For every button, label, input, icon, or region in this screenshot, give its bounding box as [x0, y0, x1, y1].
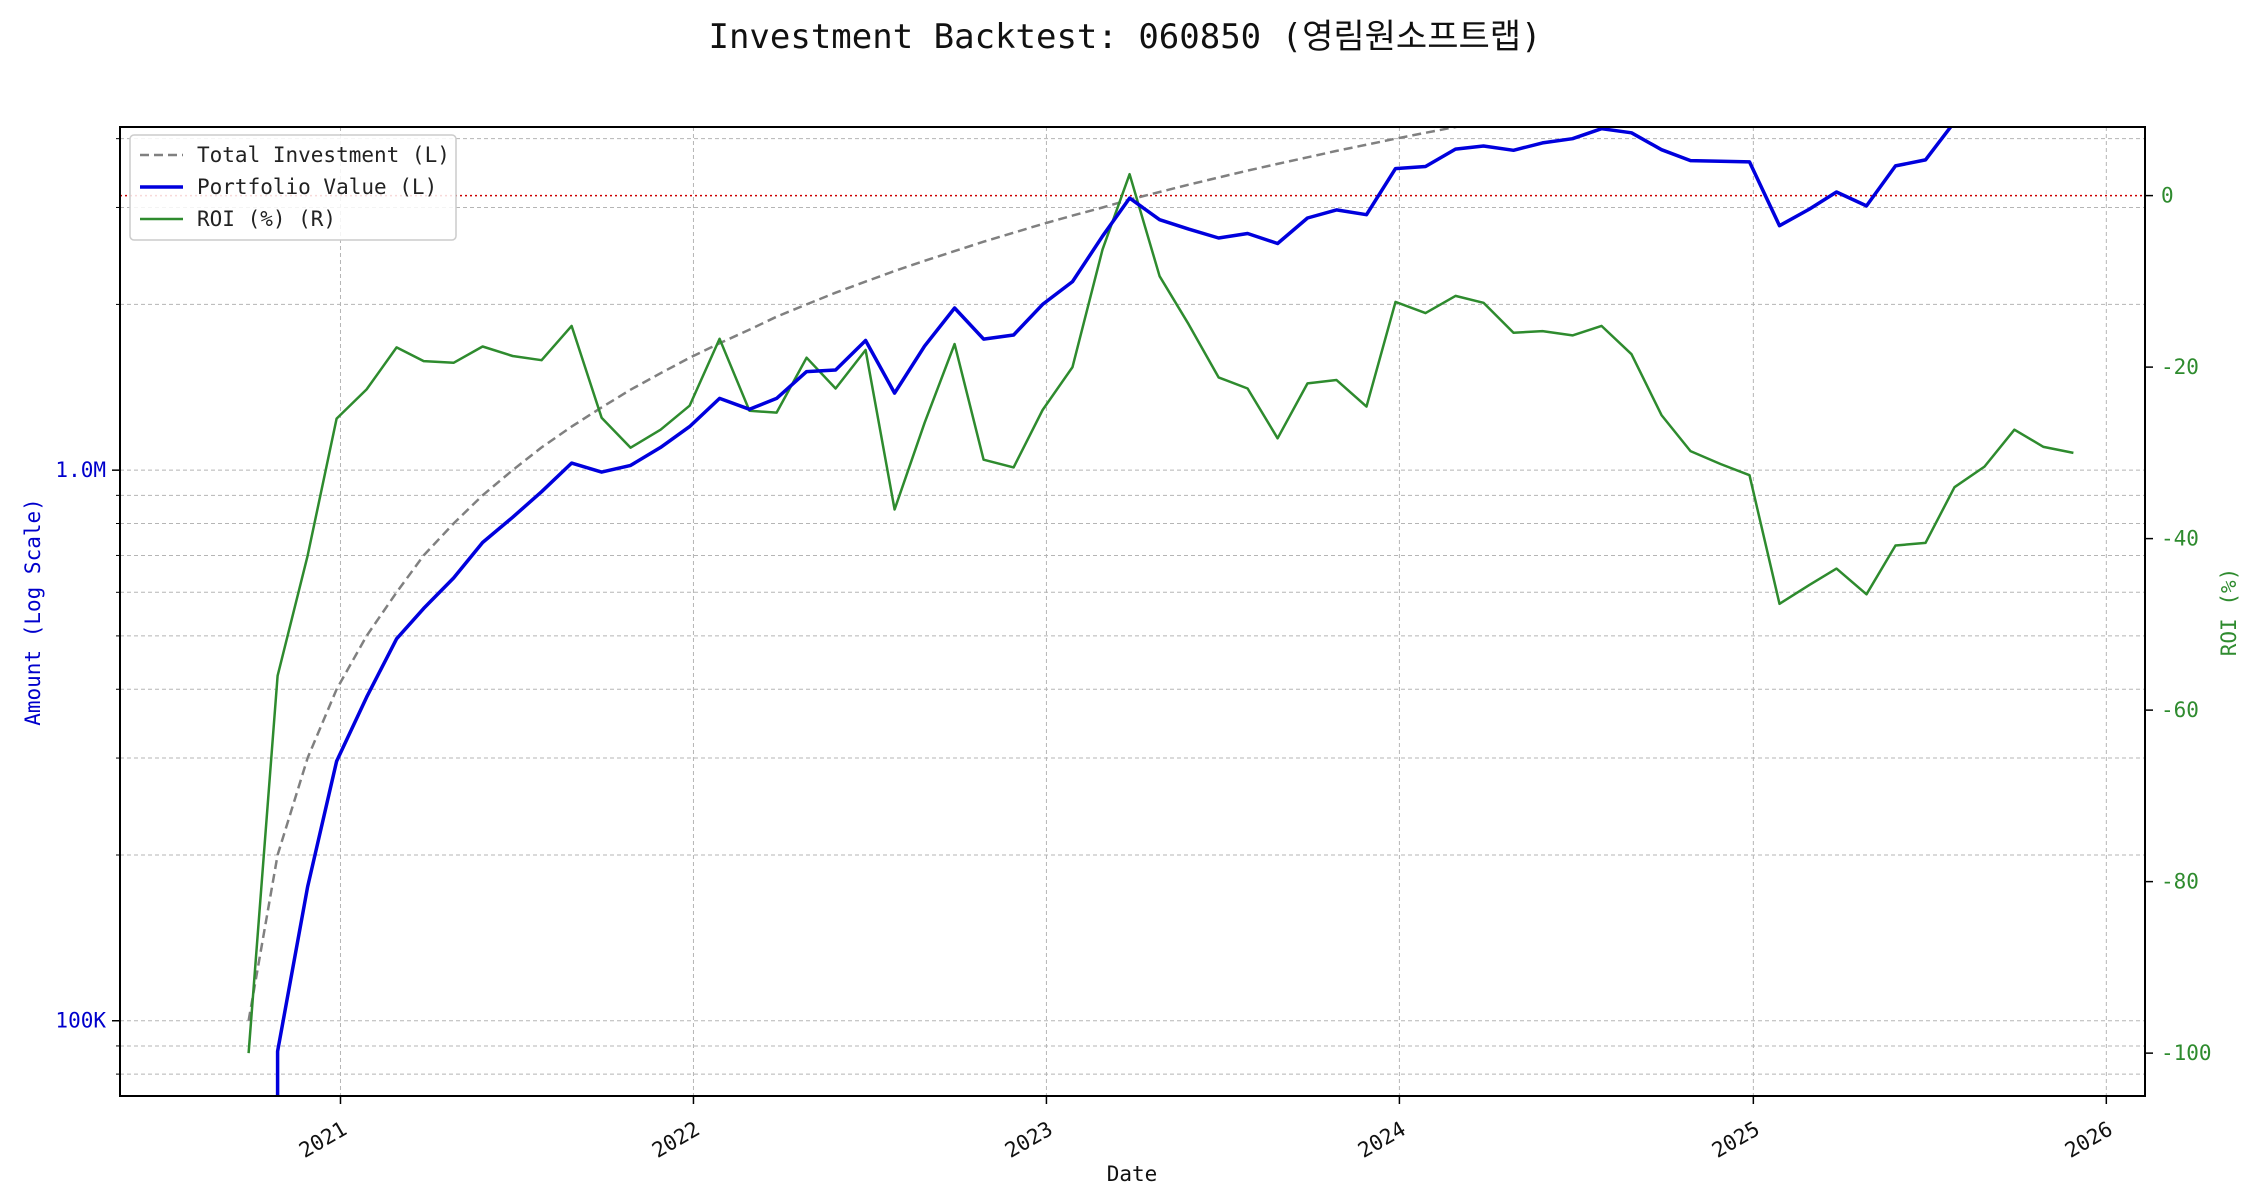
- x-tick-label: 2023: [1001, 1117, 1057, 1163]
- right-y-tick-label: -20: [2161, 355, 2199, 379]
- left-y-axis-label: Amount (Log Scale): [21, 498, 45, 726]
- right-y-tick-label: -40: [2161, 527, 2199, 551]
- series-line-total-investment: [247, 127, 1462, 1021]
- legend-label: Portfolio Value (L): [197, 175, 437, 199]
- series-line-roi: [247, 172, 2074, 1054]
- left-y-tick-label: 1.0M: [55, 458, 106, 482]
- legend-box: [129, 134, 457, 241]
- series-line-portfolio-value: [275, 127, 1953, 1096]
- series-layer: [247, 127, 2074, 1096]
- plot-frame: [119, 126, 2146, 1097]
- legend-label: ROI (%) (R): [197, 207, 336, 231]
- x-tick-label: 2026: [2061, 1117, 2117, 1163]
- x-tick-label: 2024: [1354, 1117, 1410, 1163]
- right-y-axis-label: ROI (%): [2217, 568, 2241, 657]
- x-tick-label: 2021: [295, 1117, 351, 1163]
- right-y-tick-label: -100: [2161, 1041, 2212, 1065]
- x-tick-label: 2025: [1708, 1117, 1764, 1163]
- grid: [120, 127, 2145, 1096]
- left-y-axis: 100K 1.0M: [55, 138, 120, 1075]
- left-y-tick-label: 100K: [55, 1009, 106, 1033]
- right-y-tick-label: -60: [2161, 698, 2199, 722]
- x-axis: 2021 2022 2023 2024 2025 2026: [295, 1096, 2117, 1163]
- right-y-tick-label: -80: [2161, 870, 2199, 894]
- x-axis-label: Date: [1107, 1162, 1158, 1186]
- right-y-axis: 0 -20 -40 -60 -80 -100: [2145, 184, 2212, 1065]
- x-tick-label: 2022: [648, 1117, 704, 1163]
- legend: Total Investment (L) Portfolio Value (L) R…: [129, 134, 457, 241]
- legend-label: Total Investment (L): [197, 143, 450, 167]
- chart-title: Investment Backtest: 060850 (영림원소프트랩): [708, 17, 1541, 57]
- right-y-tick-label: 0: [2161, 184, 2174, 208]
